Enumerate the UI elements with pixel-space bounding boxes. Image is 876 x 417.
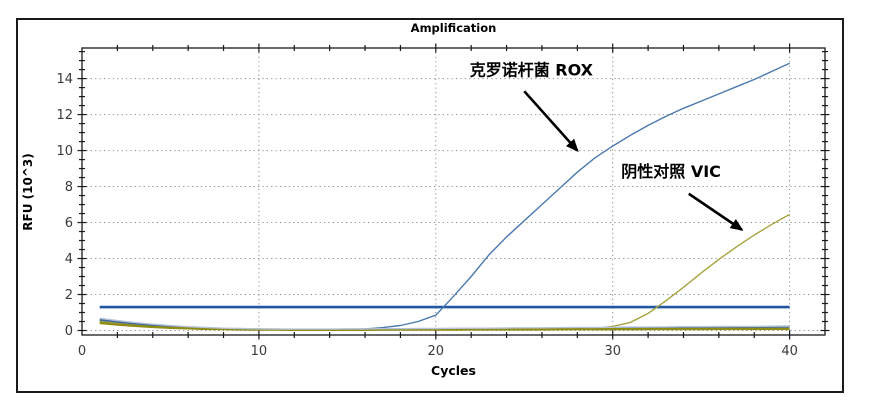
y-tick-label: 10 (56, 144, 73, 159)
y-tick-label: 6 (65, 216, 73, 231)
y-tick-label: 12 (56, 108, 73, 123)
x-axis-label: Cycles (431, 363, 476, 378)
amplification-curve (99, 62, 790, 331)
amplification-curve (99, 317, 790, 330)
y-tick-label: 2 (65, 288, 73, 303)
y-tick-label: 8 (65, 180, 73, 195)
chart-panel: Amplification RFU (10^3) 0 10 20 30 40 0 2 4 6 8 1… (16, 18, 844, 393)
amplification-curve (99, 321, 790, 331)
amplification-curve (99, 213, 790, 331)
y-tick-label: 0 (65, 324, 73, 339)
y-tick-label: 14 (56, 72, 73, 87)
x-tick-label: 10 (251, 344, 268, 359)
amplification-plot: 0 10 20 30 40 0 2 4 6 8 10 12 14 克罗诺杆菌 ROX 阴性对照 VIC (56, 43, 830, 359)
x-tick-label: 30 (604, 344, 621, 359)
x-tick-label: 0 (78, 344, 86, 359)
y-tick-label: 4 (65, 252, 73, 267)
chart-title: Amplification (410, 21, 497, 35)
annotation-arrow (688, 192, 744, 231)
x-tick-label: 40 (781, 344, 798, 359)
x-tick-label: 20 (428, 344, 445, 359)
plot-border (81, 47, 826, 336)
annotation-label: 克罗诺杆菌 ROX (470, 60, 594, 79)
annotation-arrow (523, 90, 579, 153)
annotation-label: 阴性对照 VIC (621, 162, 721, 181)
